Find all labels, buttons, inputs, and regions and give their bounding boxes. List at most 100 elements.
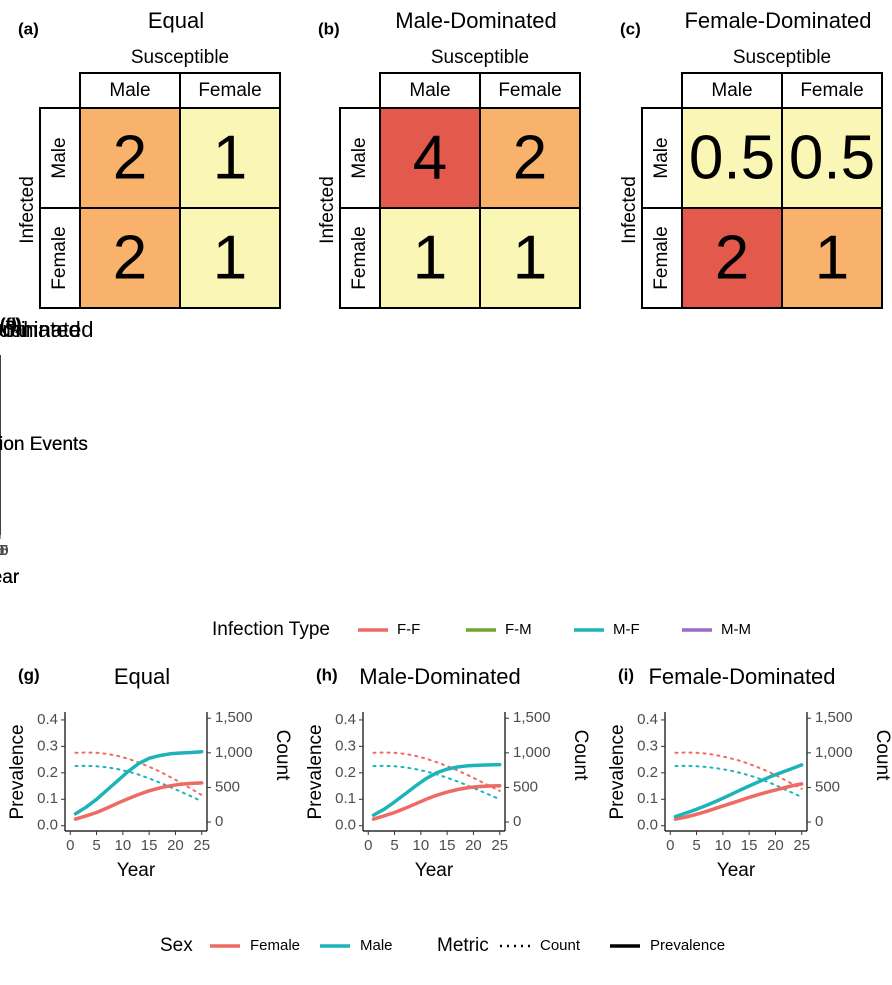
y2-tick-label: 1,500 — [815, 709, 853, 726]
y-tick-label: 0.1 — [335, 790, 356, 807]
x-axis-title: Year — [415, 860, 454, 881]
x-tick-label: 20 — [767, 837, 784, 854]
chart-title: Equal — [148, 8, 204, 33]
x-tick-label: 10 — [115, 837, 132, 854]
y-axis-title: Transmission Events — [0, 434, 88, 455]
x-tick-label: 25 — [0, 542, 8, 559]
column-header — [781, 72, 883, 109]
y-tick-label: 0.3 — [637, 737, 658, 754]
heatmap-cell — [379, 107, 481, 209]
panel-label: (f) — [0, 314, 17, 333]
y2-tick-label: 500 — [513, 778, 538, 795]
y-tick-label: 0.3 — [37, 737, 58, 754]
y-axis-title: Prevalence — [607, 724, 628, 819]
cell-value: 0.5 — [689, 123, 775, 192]
x-tick-label: 25 — [793, 837, 810, 854]
x-tick-label: 10 — [413, 837, 430, 854]
heatmap-cell — [79, 207, 181, 309]
x-axis-title: Year — [0, 567, 20, 588]
panel-label: (b) — [318, 19, 340, 38]
heatmap-cell — [681, 107, 783, 209]
series-line — [371, 784, 502, 821]
cell-value: 1 — [413, 223, 447, 292]
x-tick-label: 10 — [715, 837, 732, 854]
y2-tick-label: 500 — [215, 778, 240, 795]
x-axis-title: Susceptible — [431, 47, 529, 68]
y-tick-label: 0.4 — [37, 711, 58, 728]
x-tick-label: 10 — [0, 542, 8, 559]
x-tick-label: 0 — [364, 837, 372, 854]
x-tick-label: 15 — [0, 542, 8, 559]
x-tick-label: 5 — [0, 542, 4, 559]
series-line — [673, 763, 804, 819]
x-tick-label: 20 — [0, 542, 8, 559]
chart-title: Male-Dominated — [395, 8, 556, 33]
legend-label: Female — [250, 937, 300, 954]
x-tick-label: 25 — [491, 837, 508, 854]
y-axis-title: Infected — [619, 176, 640, 244]
cell-value: 4 — [413, 123, 447, 192]
x-tick-label: 15 — [141, 837, 158, 854]
row-label: Female — [651, 226, 672, 289]
x-tick-label: 0 — [666, 837, 674, 854]
column-label: Male — [409, 80, 450, 101]
panel-label: (a) — [18, 19, 39, 38]
x-tick-label: 25 — [0, 542, 8, 559]
x-tick-label: 20 — [0, 542, 8, 559]
x-tick-label: 0 — [66, 837, 74, 854]
y2-axis-title: Count — [570, 730, 591, 781]
x-tick-label: 15 — [0, 542, 8, 559]
row-label: Male — [349, 137, 370, 178]
x-tick-label: 15 — [741, 837, 758, 854]
column-label: Female — [498, 80, 561, 101]
heatmap-cell — [781, 107, 883, 209]
row-label: Female — [49, 226, 70, 289]
x-tick-label: 25 — [193, 837, 210, 854]
y-tick-label: 0.2 — [637, 764, 658, 781]
y-tick-label: 0.0 — [637, 817, 658, 834]
series-line — [74, 764, 203, 803]
y-axis-title: Prevalence — [305, 724, 326, 819]
series-line — [73, 781, 204, 821]
cell-value: 2 — [513, 123, 547, 192]
x-tick-label: 0 — [0, 542, 4, 559]
y-tick-label: 0.2 — [335, 764, 356, 781]
row-label: Male — [651, 137, 672, 178]
y2-tick-label: 1,000 — [815, 744, 853, 761]
cell-value: 0.5 — [789, 123, 875, 192]
x-tick-label: 5 — [92, 837, 100, 854]
y2-tick-label: 1,500 — [215, 709, 253, 726]
y-axis-title: Infected — [317, 176, 338, 244]
chart-title: Female-Dominated — [648, 664, 835, 689]
heatmap-cell — [479, 207, 581, 309]
x-tick-label: 5 — [692, 837, 700, 854]
legend-label: Male — [360, 937, 393, 954]
y2-tick-label: 500 — [815, 778, 840, 795]
legend-label: Count — [540, 937, 581, 954]
legend-title: Metric — [437, 935, 489, 956]
y-axis-title: Infected — [17, 176, 38, 244]
chart-title: Female-Dominated — [684, 8, 871, 33]
y-tick-label: 0.0 — [37, 817, 58, 834]
y-tick-label: 0.0 — [335, 817, 356, 834]
chart-title: Male-Dominated — [359, 664, 520, 689]
x-tick-label: 0 — [0, 542, 4, 559]
y2-tick-label: 0 — [215, 813, 223, 830]
chart-title: Equal — [114, 664, 170, 689]
y2-tick-label: 1,000 — [513, 744, 551, 761]
x-axis-title: Year — [0, 567, 20, 588]
x-axis-title: Year — [717, 860, 756, 881]
x-tick-label: 15 — [439, 837, 456, 854]
heatmap-cell — [179, 207, 281, 309]
y2-tick-label: 1,500 — [513, 709, 551, 726]
cell-value: 1 — [213, 223, 247, 292]
y-axis-title: Transmission Events — [0, 434, 88, 455]
x-tick-label: 5 — [390, 837, 398, 854]
legend-label: M-M — [721, 621, 751, 638]
legend-title: Infection Type — [212, 619, 330, 640]
x-tick-label: 5 — [0, 542, 4, 559]
row-header — [339, 207, 381, 309]
x-axis-title: Susceptible — [131, 47, 229, 68]
heatmap-cell — [781, 207, 883, 309]
x-tick-label: 15 — [0, 542, 8, 559]
